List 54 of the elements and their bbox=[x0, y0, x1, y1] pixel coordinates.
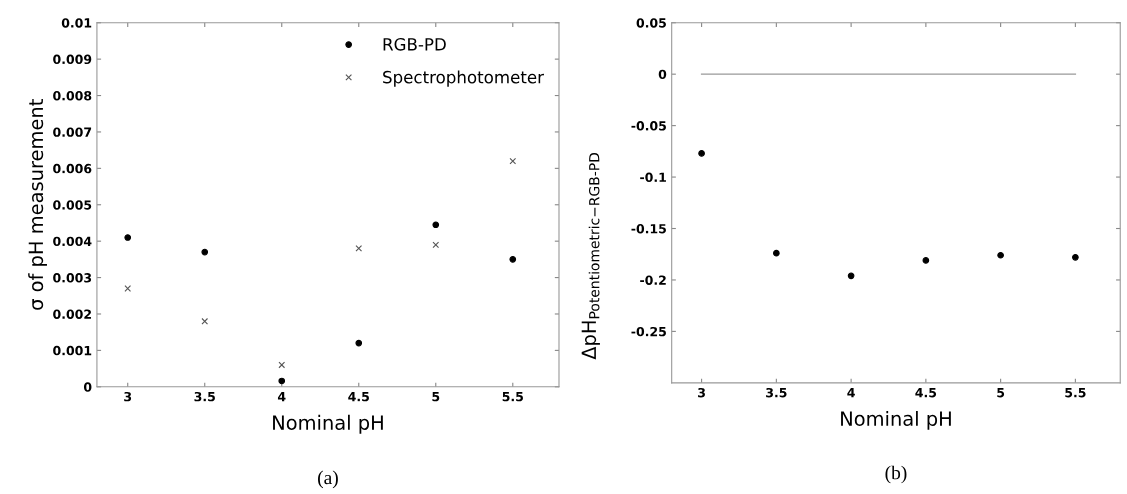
y-tick-label: 0.006 bbox=[53, 163, 92, 174]
y-tick-label: 0.008 bbox=[53, 91, 92, 101]
y-tick-label: -0.2 bbox=[640, 275, 666, 285]
y-tick-label: -0.15 bbox=[631, 223, 666, 234]
x-tick-label: 4.5 bbox=[915, 388, 937, 398]
y-tick-label: -0.1 bbox=[640, 172, 666, 182]
point bbox=[773, 249, 780, 257]
x-tick-label: 5.5 bbox=[1065, 388, 1086, 398]
x-axis-title: Nominal pH bbox=[273, 414, 383, 434]
y-tick-label: 0.05 bbox=[636, 18, 666, 28]
text: (a) bbox=[318, 470, 338, 489]
y-axis-title: ΔpHPotentiometric−RGB-PD bbox=[581, 152, 600, 360]
text: (b) bbox=[885, 465, 907, 484]
legend-label: Spectrophotometer bbox=[383, 70, 544, 87]
point bbox=[124, 234, 132, 241]
x-tick-label: 5.5 bbox=[502, 392, 523, 402]
y-tick-label: 0 bbox=[658, 69, 667, 80]
y-tick-label: 0.003 bbox=[53, 273, 92, 283]
x-tick-label: 5 bbox=[997, 388, 1005, 398]
point bbox=[432, 241, 440, 249]
x-tick-label: 4 bbox=[847, 388, 855, 398]
y-tick-label: 0.002 bbox=[53, 309, 91, 319]
point bbox=[509, 256, 517, 263]
y-tick-label: 0.007 bbox=[53, 127, 92, 137]
point bbox=[1072, 253, 1079, 261]
y-tick-label: -0.05 bbox=[631, 121, 666, 131]
x-tick-label: 3 bbox=[698, 387, 705, 398]
point bbox=[201, 317, 209, 325]
point bbox=[278, 377, 286, 385]
point bbox=[509, 157, 517, 165]
x-tick-label: 3 bbox=[124, 391, 132, 402]
x-axis-title: Nominal pH bbox=[841, 410, 951, 430]
y-tick-label: 0.004 bbox=[53, 236, 92, 247]
point bbox=[432, 221, 440, 229]
point bbox=[201, 248, 209, 256]
point bbox=[278, 361, 286, 369]
point bbox=[922, 257, 930, 264]
y-tick-label: 0.009 bbox=[53, 54, 92, 65]
y-tick-label: 0 bbox=[83, 382, 92, 392]
x-tick-label: 3.5 bbox=[194, 391, 215, 402]
y-tick-label: 0.001 bbox=[53, 345, 92, 356]
x-tick-label: 4 bbox=[277, 392, 286, 402]
y-tick-label: 0.01 bbox=[61, 18, 92, 28]
x-tick-label: 3.5 bbox=[766, 387, 787, 398]
y-tick-label: 0.005 bbox=[53, 200, 92, 210]
point bbox=[355, 339, 363, 347]
point bbox=[997, 251, 1004, 259]
legend-label: RGB-PD bbox=[383, 38, 446, 51]
y-axis-title: σ of pH measurement bbox=[28, 99, 47, 310]
point bbox=[698, 150, 705, 157]
x-tick-label: 4.5 bbox=[348, 392, 369, 402]
point bbox=[847, 272, 855, 280]
x-tick-label: 5 bbox=[432, 392, 440, 402]
y-tick-label: -0.25 bbox=[631, 326, 666, 337]
